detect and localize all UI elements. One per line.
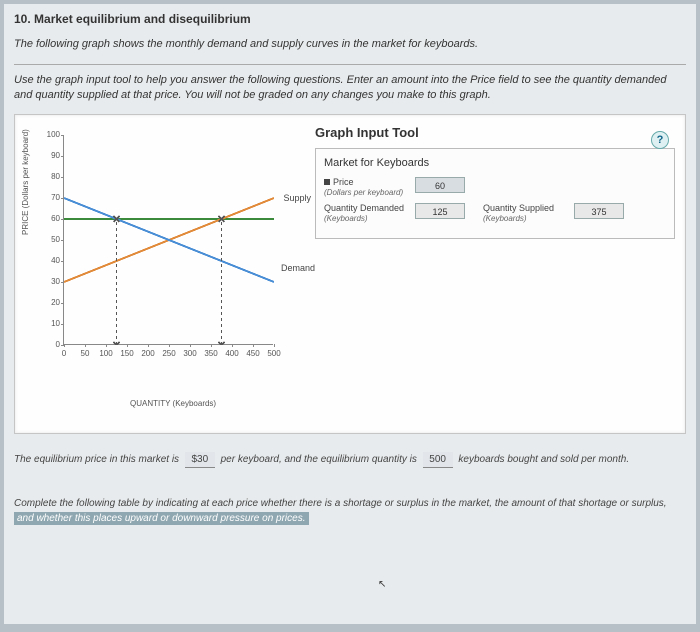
price-input[interactable]: 60 — [415, 177, 465, 193]
tool-subtitle: Market for Keyboards — [324, 157, 666, 169]
y-axis-label: PRICE (Dollars per keyboard) — [21, 129, 30, 235]
help-icon[interactable]: ? — [651, 131, 669, 149]
qs-label: Quantity Supplied (Keyboards) — [483, 203, 568, 223]
qd-qs-row: Quantity Demanded (Keyboards) 125 Quanti… — [324, 203, 666, 223]
price-blank[interactable]: $30 — [185, 452, 215, 468]
tool-title: Graph Input Tool — [315, 125, 675, 140]
page: 10. Market equilibrium and disequilibriu… — [4, 4, 696, 624]
tool-box: Market for Keyboards Price (Dollars per … — [315, 148, 675, 239]
divider — [14, 64, 686, 65]
question-number: 10. — [14, 12, 31, 26]
question-title-text: Market equilibrium and disequilibrium — [34, 12, 251, 26]
qs-value: 375 — [574, 203, 624, 219]
cursor-icon: ↖ — [378, 579, 386, 590]
chart-svg — [64, 135, 274, 345]
x-axis-label: QUANTITY (Keyboards) — [130, 399, 216, 408]
answer-sentence: The equilibrium price in this market is … — [14, 452, 686, 468]
question-title: 10. Market equilibrium and disequilibriu… — [14, 12, 686, 26]
qd-value: 125 — [415, 203, 465, 219]
intro-text: The following graph shows the monthly de… — [14, 38, 686, 50]
footer-instructions: Complete the following table by indicati… — [14, 496, 686, 526]
graph-input-tool: ? Graph Input Tool Market for Keyboards … — [315, 125, 675, 239]
qd-label: Quantity Demanded (Keyboards) — [324, 203, 409, 223]
price-label: Price (Dollars per keyboard) — [324, 177, 409, 197]
graph-panel: PRICE (Dollars per keyboard) Supply Dema… — [14, 114, 686, 434]
demand-label: Demand — [281, 263, 315, 273]
instructions: Use the graph input tool to help you ans… — [14, 73, 686, 104]
price-marker-icon — [324, 179, 330, 185]
plot-area[interactable]: Supply Demand 0102030405060708090100 050… — [63, 135, 273, 345]
footer-highlight: and whether this places upward or downwa… — [14, 512, 309, 525]
qty-blank[interactable]: 500 — [423, 452, 453, 468]
chart: PRICE (Dollars per keyboard) Supply Dema… — [25, 130, 295, 410]
supply-label: Supply — [283, 193, 311, 203]
price-row: Price (Dollars per keyboard) 60 — [324, 177, 666, 197]
